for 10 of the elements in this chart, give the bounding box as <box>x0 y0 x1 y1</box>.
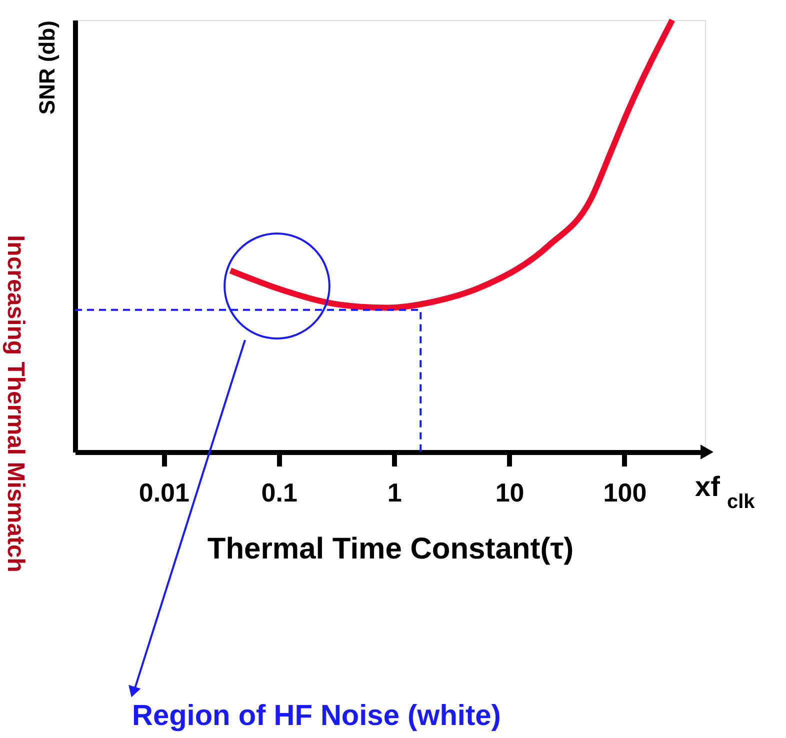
x-axis-title: Thermal Time Constant(τ) <box>207 532 574 566</box>
y-axis-title: SNR (db) <box>34 20 60 115</box>
x-tick-label: 10 <box>495 478 524 508</box>
text: Region of HF Noise (white) <box>132 700 501 732</box>
x-tick-label: 1 <box>387 478 402 508</box>
x-tick-label: 0.1 <box>261 478 298 508</box>
text: Increasing Thermal Mismatch <box>2 235 29 572</box>
text: xfclk <box>695 471 756 513</box>
x-tick-label: 0.01 <box>138 478 190 508</box>
x-tick-label: 100 <box>603 478 647 508</box>
